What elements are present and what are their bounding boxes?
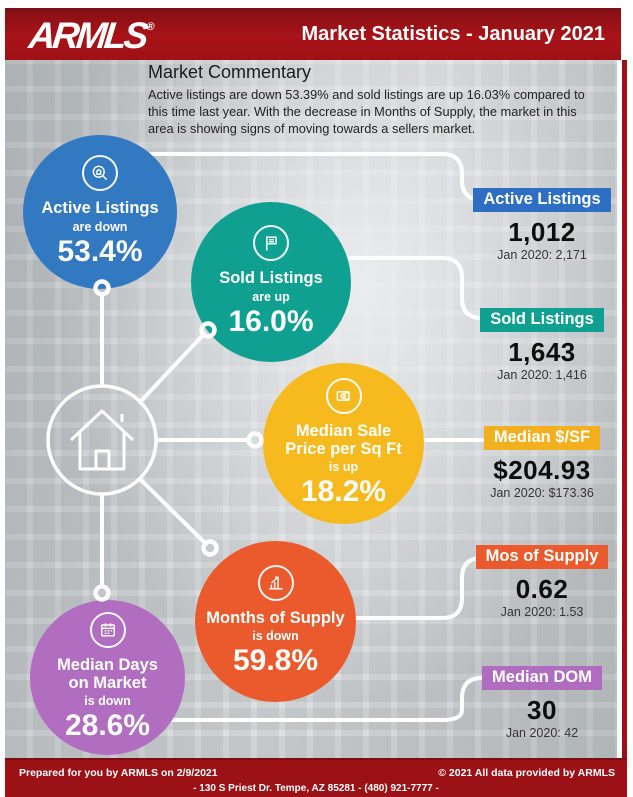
footer-prepared-text: Prepared for you by ARMLS on 2/9/2021 <box>19 767 218 779</box>
supply-chart-icon <box>257 564 294 601</box>
commentary-title: Market Commentary <box>148 62 312 82</box>
price-per-sqft-icon <box>325 377 362 414</box>
stat-label: Active Listings <box>473 188 611 212</box>
sold-flag-icon <box>253 225 289 262</box>
stat-active-listings: Active Listings 1,012 Jan 2020: 2,171 <box>462 188 622 262</box>
commentary-body: Active listings are down 53.39% and sold… <box>148 87 585 136</box>
bubble-title: Sold Listings <box>219 269 323 288</box>
stat-value: 30 <box>527 695 557 725</box>
stat-label: Sold Listings <box>480 308 604 332</box>
bubble-percent: 16.0% <box>228 304 314 338</box>
stat-sold-listings: Sold Listings 1,643 Jan 2020: 1,416 <box>462 308 622 382</box>
active-listings-bubble: Active Listings are down 53.4% <box>23 135 177 289</box>
armls-logo: ARMLS® <box>27 15 156 57</box>
stat-median-price-sf: Median $/SF $204.93 Jan 2020: $173.36 <box>462 426 622 500</box>
bubble-title: Median Days on Market <box>57 655 158 692</box>
stat-label: Median DOM <box>482 666 602 690</box>
stat-value: $204.93 <box>493 455 591 485</box>
stat-previous: Jan 2020: 2,171 <box>497 248 587 262</box>
months-of-supply-bubble: Months of Supply is down 59.8% <box>195 541 356 702</box>
armls-logo-text: ARMLS <box>26 15 148 56</box>
stat-value: 0.62 <box>515 574 569 604</box>
search-home-icon <box>82 155 118 192</box>
bubble-title: Active Listings <box>41 199 159 218</box>
median-price-bubble: Median Sale Price per Sq Ft is up 18.2% <box>263 363 424 524</box>
bubble-title: Months of Supply <box>206 608 345 627</box>
stat-previous: Jan 2020: 1,416 <box>497 368 587 382</box>
bubble-direction: is down <box>84 694 131 709</box>
sold-listings-bubble: Sold Listings are up 16.0% <box>191 202 351 362</box>
bubble-direction: are up <box>252 289 290 304</box>
bubble-direction: is up <box>328 460 359 475</box>
registered-mark: ® <box>145 21 156 33</box>
median-dom-bubble: Median Days on Market is down 28.6% <box>30 600 185 755</box>
bubble-percent: 53.4% <box>57 234 143 268</box>
bubble-percent: 59.8% <box>232 644 319 678</box>
connector-lines <box>46 152 484 722</box>
footer-copyright: © 2021 All data provided by ARMLS <box>438 767 615 779</box>
infographic-canvas: Market Commentary Active listings are do… <box>5 60 617 758</box>
stat-value: 1,643 <box>508 337 576 367</box>
hub-circle <box>46 384 158 496</box>
footer-address: - 130 S Priest Dr. Tempe, AZ 85281 - (48… <box>193 783 439 794</box>
bubble-percent: 18.2% <box>300 475 387 509</box>
stat-previous: Jan 2020: 1.53 <box>500 605 584 619</box>
stat-previous: Jan 2020: 42 <box>505 726 579 740</box>
stat-previous: Jan 2020: $173.36 <box>490 486 594 500</box>
right-border-stripe <box>622 60 627 758</box>
bubble-direction: is down <box>252 629 299 644</box>
footer-bar: Prepared for you by ARMLS on 2/9/2021 © … <box>5 758 627 797</box>
bubble-percent: 28.6% <box>64 709 151 743</box>
stat-label: Mos of Supply <box>475 545 609 569</box>
stat-label: Median $/SF <box>483 426 601 450</box>
page-title: Market Statistics - January 2021 <box>301 23 606 45</box>
house-icon <box>69 409 135 471</box>
bubble-title: Median Sale Price per Sq Ft <box>285 421 402 458</box>
header-bar: ARMLS® Market Statistics - January 2021 <box>5 8 621 60</box>
stat-median-dom: Median DOM 30 Jan 2020: 42 <box>462 666 622 740</box>
stat-value: 1,012 <box>508 217 576 247</box>
bubble-direction: are down <box>72 219 128 234</box>
calendar-icon <box>89 611 126 648</box>
stat-months-of-supply: Mos of Supply 0.62 Jan 2020: 1.53 <box>462 545 622 619</box>
